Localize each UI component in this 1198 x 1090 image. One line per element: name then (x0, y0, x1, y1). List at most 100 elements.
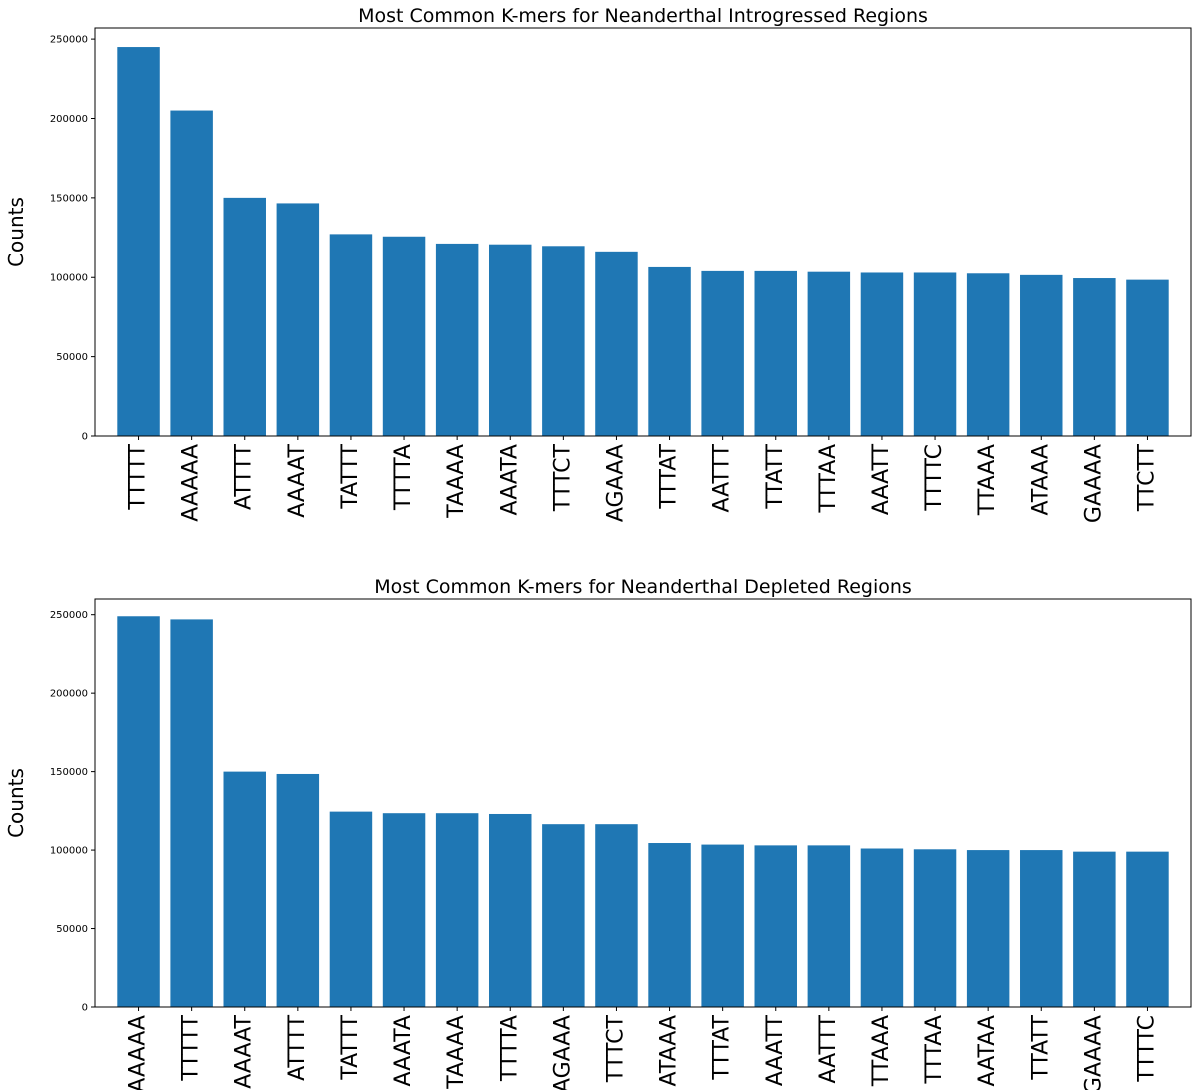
x-tick-label: GAAAA (1081, 1015, 1106, 1090)
bar (754, 270, 797, 436)
x-tick-label: TTTTC (1134, 1015, 1159, 1083)
bar (701, 844, 744, 1007)
x-tick-label: AAATA (497, 444, 522, 515)
bar (966, 850, 1010, 1007)
bar (1126, 851, 1169, 1007)
bar (595, 824, 638, 1007)
bar (595, 251, 638, 436)
bar (170, 110, 213, 437)
x-tick-label: AATAA (975, 1015, 1000, 1086)
chart-title: Most Common K-mers for Neanderthal Deple… (374, 576, 912, 598)
x-tick-label: AAATT (869, 443, 894, 515)
y-axis-label: Counts (4, 768, 28, 838)
x-tick-label: TATTT (338, 1014, 363, 1080)
x-tick-label: TTTCT (550, 443, 575, 512)
x-tick-label: AAATA (391, 1015, 416, 1086)
x-tick-label: TTTAT (657, 443, 682, 509)
bar (542, 246, 585, 436)
bar (860, 848, 904, 1007)
x-tick-label: AGAAA (603, 444, 628, 522)
bar (966, 273, 1010, 436)
x-tick-label: AATTT (816, 1014, 841, 1083)
chart-title: Most Common K-mers for Neanderthal Intro… (358, 5, 928, 27)
x-tick-label: TATTT (338, 443, 363, 509)
y-tick-label: 200000 (50, 114, 88, 125)
x-tick-label: AAAAA (179, 444, 204, 522)
bar (913, 849, 957, 1007)
bar (489, 244, 532, 436)
x-tick-label: AAAAT (232, 1014, 257, 1088)
y-tick-label: 250000 (50, 610, 88, 621)
x-tick-label: TTTTA (391, 444, 416, 511)
x-tick-label: TTTTT (126, 443, 151, 510)
bar (489, 813, 532, 1007)
x-tick-label: ATAAA (657, 1015, 682, 1086)
x-tick-label: AAAAA (126, 1015, 151, 1090)
plot-frame (94, 27, 1192, 437)
x-tick-label: AGAAA (550, 1015, 575, 1090)
bar (223, 771, 266, 1007)
x-tick-label: AAAAT (285, 443, 310, 517)
x-tick-label: TTTAA (922, 1015, 947, 1085)
x-tick-label: GAAAA (1081, 444, 1106, 523)
y-axis-label: Counts (4, 197, 28, 267)
y-tick-label: 100000 (50, 846, 88, 857)
bar (860, 272, 904, 436)
bar (382, 236, 426, 436)
x-tick-label: TTATT (763, 443, 788, 509)
bar (435, 243, 479, 436)
bar (648, 266, 691, 436)
y-tick-label: 50000 (56, 924, 88, 935)
bar (1073, 851, 1116, 1007)
y-tick-label: 50000 (56, 352, 88, 363)
x-tick-label: ATTTT (285, 1014, 310, 1080)
bar (754, 845, 797, 1007)
x-tick-label: ATAAA (1028, 444, 1053, 515)
x-tick-label: TTATT (1028, 1014, 1053, 1080)
bar (1020, 850, 1063, 1007)
bar (276, 203, 320, 436)
bar (329, 234, 373, 436)
x-tick-label: TAAAA (444, 444, 469, 519)
bar (542, 824, 585, 1007)
x-tick-label: TTCTT (1134, 443, 1159, 512)
x-tick-label: TTAAA (975, 444, 1000, 516)
y-tick-label: 0 (82, 1003, 88, 1014)
bar (1126, 279, 1169, 436)
x-tick-label: AATTT (710, 443, 735, 512)
bar (223, 197, 266, 436)
x-tick-label: TTTTA (497, 1015, 522, 1082)
bar (648, 843, 691, 1007)
y-tick-label: 0 (82, 432, 88, 443)
y-tick-label: 100000 (50, 273, 88, 284)
x-tick-label: TTTTT (179, 1014, 204, 1081)
bar (382, 813, 426, 1007)
y-tick-label: 150000 (50, 767, 88, 778)
y-tick-label: 250000 (50, 35, 88, 46)
bar (807, 845, 851, 1007)
x-tick-label: TTTCT (603, 1014, 628, 1083)
y-tick-label: 200000 (50, 689, 88, 700)
bar (1073, 278, 1116, 436)
bar (170, 619, 213, 1007)
chart-panel-1: 0 50000 100000 150000 200000 250000 TTTTT AAAAA… (4, 5, 1192, 523)
bar (276, 773, 320, 1007)
x-tick-label: TTTAA (816, 444, 841, 514)
x-tick-label: AAATT (763, 1014, 788, 1086)
x-tick-label: ATTTT (232, 443, 257, 509)
bar (117, 47, 160, 437)
x-tick-label: TTTTC (922, 444, 947, 512)
x-tick-label: TTAAA (869, 1015, 894, 1087)
x-tick-label: TTTAT (710, 1014, 735, 1080)
bar (435, 813, 479, 1007)
chart-panel-2: 0 50000 100000 150000 200000 250000 AAAAA TTTTT… (4, 576, 1192, 1090)
bar (1020, 274, 1063, 436)
bar (913, 272, 957, 436)
x-tick-label: TAAAA (444, 1015, 469, 1090)
plot-frame (94, 598, 1192, 1008)
bar (117, 616, 160, 1007)
bar (329, 811, 373, 1007)
bar (701, 270, 744, 436)
bar (807, 271, 851, 436)
